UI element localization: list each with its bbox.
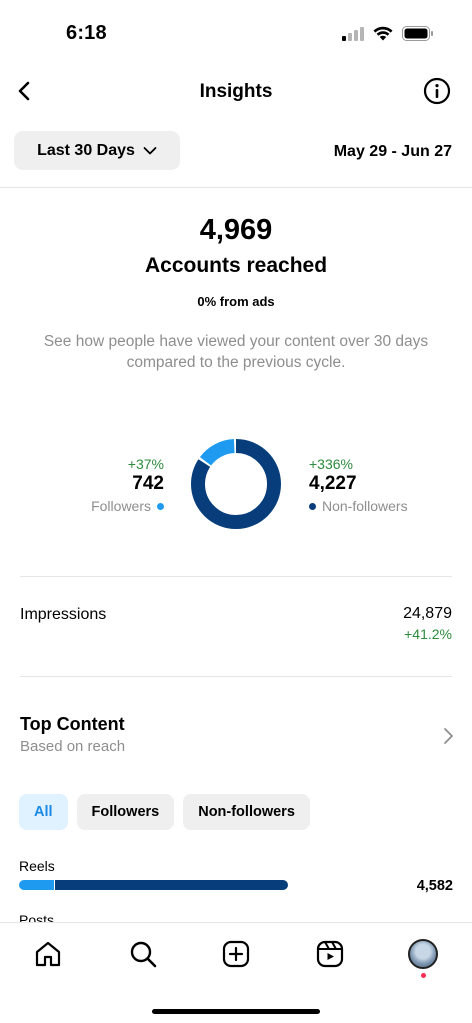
tab-profile[interactable] [406, 937, 440, 971]
divider [20, 676, 452, 677]
non-followers-value: 4,227 [309, 473, 357, 494]
impressions-label: Impressions [20, 606, 107, 623]
create-icon [222, 940, 250, 968]
followers-legend: Followers [91, 497, 164, 515]
info-icon [423, 77, 451, 105]
content-type-value: 4,582 [416, 878, 453, 894]
profile-avatar [408, 939, 438, 969]
chip-followers[interactable]: Followers [76, 794, 175, 830]
date-range-dropdown-label: Last 30 Days [37, 141, 135, 159]
reach-summary: 4,969 Accounts reached 0% from ads See h… [0, 212, 472, 373]
date-range-dropdown[interactable]: Last 30 Days [14, 131, 180, 170]
wifi-icon [373, 26, 393, 41]
ads-share: 0% from ads [197, 294, 275, 309]
tab-home[interactable] [31, 937, 65, 971]
back-button[interactable] [10, 76, 40, 106]
followers-label: Followers [91, 498, 151, 514]
divider [0, 187, 472, 188]
followers-dot [157, 502, 164, 510]
home-icon [35, 941, 61, 967]
tab-reels[interactable] [313, 937, 347, 971]
non-followers-change: +336% [309, 456, 353, 472]
followers-value: 742 [132, 473, 164, 494]
audience-split: +37% 742 Followers +336% 4,227 Non-follo… [0, 436, 472, 536]
cellular-signal-icon [342, 26, 364, 41]
accounts-reached-value: 4,969 [199, 214, 273, 246]
accounts-reached-label: Accounts reached [144, 254, 328, 277]
audience-donut-chart [191, 439, 281, 529]
content-type-label: Reels [19, 858, 55, 874]
date-range-text: May 29 - Jun 27 [333, 143, 452, 160]
filter-row: Last 30 Days May 29 - Jun 27 [0, 131, 472, 173]
chip-non-followers[interactable]: Non-followers [183, 794, 310, 830]
non-followers-stat: +336% 4,227 Non-followers [309, 456, 408, 515]
top-content-header[interactable]: Top Content Based on reach [20, 714, 456, 764]
summary-description: See how people have viewed your content … [43, 333, 429, 371]
nav-header: Insights [0, 70, 472, 116]
tab-search[interactable] [126, 937, 160, 971]
bottom-tab-bar [0, 922, 472, 1023]
non-followers-legend: Non-followers [309, 497, 408, 515]
reach-bar [19, 880, 289, 890]
chevron-left-icon [18, 81, 30, 101]
tab-create[interactable] [219, 937, 253, 971]
divider [20, 576, 452, 577]
donut-slice-non-followers [191, 439, 281, 529]
non-followers-dot [309, 502, 316, 510]
impressions-change: +41.2% [404, 626, 452, 642]
content-type-row-reels: Reels 4,582 [19, 858, 453, 894]
battery-icon [402, 26, 433, 41]
home-indicator [152, 1009, 320, 1014]
search-icon [130, 941, 157, 968]
followers-stat: +37% 742 Followers [91, 456, 164, 515]
status-time: 6:18 [66, 22, 107, 44]
top-content-title: Top Content [20, 714, 125, 734]
status-bar: 6:18 [0, 0, 472, 70]
chevron-down-icon [143, 146, 157, 154]
reach-bar-non-followers [55, 880, 288, 890]
reels-icon [316, 940, 344, 968]
impressions-row: Impressions 24,879 +41.2% [20, 604, 452, 648]
content-filter-chips: All Followers Non-followers [19, 794, 310, 830]
chevron-right-icon [444, 728, 453, 744]
non-followers-label: Non-followers [322, 498, 408, 514]
top-content-subtitle: Based on reach [20, 738, 126, 755]
info-button[interactable] [422, 76, 452, 106]
impressions-value: 24,879 [403, 605, 452, 622]
followers-change: +37% [127, 456, 164, 472]
notification-dot [421, 973, 426, 978]
status-icons [342, 26, 434, 41]
page-title: Insights [199, 81, 273, 102]
chip-all[interactable]: All [19, 794, 68, 830]
reach-bar-followers [19, 880, 54, 890]
